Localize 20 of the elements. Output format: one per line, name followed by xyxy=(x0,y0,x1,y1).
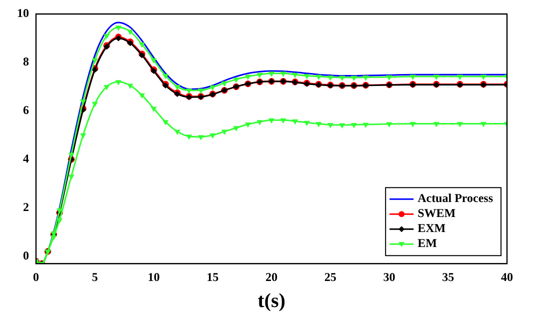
legend-label: EM xyxy=(418,236,437,250)
x-tick-label: 40 xyxy=(501,270,513,284)
legend-label: Actual Process xyxy=(418,191,494,206)
x-tick-label: 0 xyxy=(33,270,39,284)
x-tick-label: 5 xyxy=(92,270,98,284)
y-tick-label: 8 xyxy=(23,54,29,69)
x-tick-label: 15 xyxy=(206,270,219,284)
x-tick-label: 30 xyxy=(383,270,396,284)
legend-label: EXM xyxy=(418,221,446,236)
x-tick-label: 25 xyxy=(324,270,336,284)
y-tick-label: 10 xyxy=(17,6,29,20)
x-tick-label: 10 xyxy=(148,270,160,284)
y-tick-label: 0 xyxy=(23,248,29,262)
y-tick-label: 4 xyxy=(23,151,29,166)
y-tick-label: 2 xyxy=(23,200,29,214)
y-tick-label: 6 xyxy=(23,103,29,118)
x-tick-label: 35 xyxy=(442,270,454,284)
x-tick-label: 20 xyxy=(266,270,278,284)
legend-label: SWEM xyxy=(418,206,456,220)
x-axis-title: t(s) xyxy=(258,290,286,312)
